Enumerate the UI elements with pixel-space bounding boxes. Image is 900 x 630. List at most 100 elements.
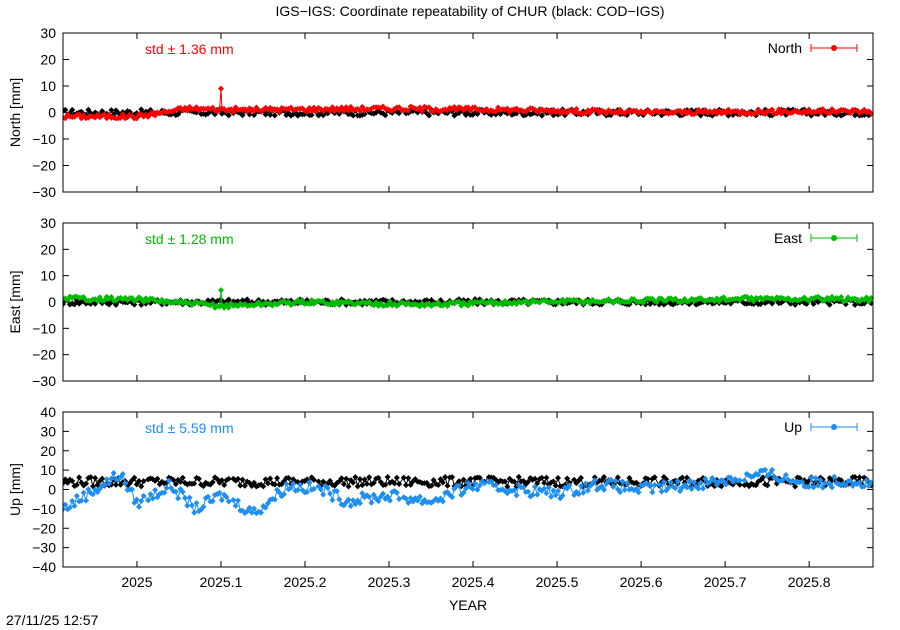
igs-igs-series-point [492,108,499,115]
igs-igs-series-point [660,478,667,485]
igs-igs-series-point [140,492,147,499]
igs-igs-series-point [380,490,387,497]
igs-igs-series-point [333,488,340,495]
igs-igs-series-point [327,490,334,497]
igs-igs-series-point [460,489,467,496]
igs-igs-series-point [665,484,672,491]
cod-igs-series-point [679,474,686,481]
cod-igs-series-point [260,483,267,490]
igs-igs-series-point [817,109,824,116]
y-tick-label: 10 [40,268,56,284]
panel-3: 40 30 20 10 0 −10 −20 −30 −40 2025 2025.1 2025.2 202… [7,404,874,590]
igs-igs-series-point [612,477,619,484]
cod-igs-series-point [350,479,357,486]
igs-igs-series-point [847,478,854,485]
cod-igs-series-point [234,475,241,482]
y-tick-label: −30 [32,540,56,556]
igs-igs-series-point [94,298,101,305]
cod-igs-series-point [564,475,571,482]
igs-igs-series-point [805,483,812,490]
cod-igs-series-point [400,474,407,481]
igs-igs-series-point [145,497,152,504]
igs-igs-series-point [163,484,170,491]
igs-igs-series-point [817,477,824,484]
igs-igs-series-point [149,495,156,502]
igs-igs-series-point [403,495,410,502]
cod-igs-series-point [361,476,368,483]
igs-igs-series-point [727,474,734,481]
cod-igs-series-point [467,475,474,482]
igs-igs-series-point [299,297,306,304]
igs-igs-series-point [674,478,681,485]
panel-2: 30 20 10 0 −10 −20 −30 East [mm] std ± 1.28 mm Ea… [7,215,874,389]
igs-igs-series-point [863,477,870,484]
cod-igs-series-point [651,474,658,481]
igs-igs-series-point [106,480,113,487]
igs-igs-series-point [780,476,787,483]
cod-igs-series-point [736,481,743,488]
igs-igs-series-point [534,491,541,498]
igs-igs-series-point [702,475,709,482]
igs-igs-series-point [812,475,819,482]
igs-igs-series-point [711,477,718,484]
cod-igs-series-point [112,481,119,488]
igs-igs-series-point [856,479,863,486]
cod-igs-series-point [83,480,90,487]
y-axis-label: North [mm] [7,78,23,147]
igs-igs-series-point [769,106,776,113]
cod-igs-series-point [405,475,412,482]
cod-igs-series-point [135,477,142,484]
panels: 30 20 10 0 −10 −20 −30 North [mm] std ± 1.36 mm N… [7,25,874,590]
igs-igs-series-point [741,477,748,484]
igs-igs-series-point [439,498,446,505]
igs-igs-series-point [359,490,366,497]
igs-igs-series-point [133,496,140,503]
igs-igs-series-point [63,501,69,508]
igs-igs-series-point [64,297,71,304]
igs-igs-series-point [863,294,870,301]
igs-igs-series-point [175,495,182,502]
igs-igs-series-point [287,484,294,491]
igs-igs-series-point [225,304,232,311]
y-tick-label: −30 [32,373,56,389]
cod-igs-series-point [382,112,389,119]
igs-igs-series-point [828,484,835,491]
igs-igs-series-point [69,498,76,505]
cod-igs-series-point [370,479,377,486]
legend-marker [831,45,837,51]
cod-igs-series-point [384,474,391,481]
igs-igs-series-point [822,480,829,487]
igs-igs-series-point [706,478,713,485]
igs-igs-series-point [119,111,126,118]
cod-igs-series-point [94,482,101,489]
cod-igs-series-point [131,301,138,308]
igs-igs-series-point [462,485,469,492]
cod-igs-series-point [170,476,177,483]
igs-igs-series-point [559,492,566,499]
cod-igs-series-point [426,112,433,119]
cod-igs-series-point [449,474,456,481]
igs-igs-series-point [103,476,110,483]
igs-igs-series-point [396,496,403,503]
igs-igs-series-point [769,466,776,473]
igs-igs-series-point [230,496,237,503]
plot-frame [62,411,874,568]
igs-igs-series-point [297,481,304,488]
y-tick-label: 30 [40,423,56,439]
igs-igs-series-point [108,294,115,301]
y-tick-label: 10 [40,78,56,94]
igs-igs-series-point [356,500,363,507]
igs-igs-series-point [172,488,179,495]
cod-igs-series-point [515,473,522,480]
igs-igs-series-point [232,502,239,509]
igs-igs-series-point [80,489,87,496]
igs-igs-series-point [193,499,200,506]
igs-igs-series-point [375,498,382,505]
igs-igs-series-point [591,477,598,484]
cod-igs-series-point [63,476,69,483]
igs-igs-series-point [133,115,140,122]
igs-igs-series-point [529,492,536,499]
cod-igs-series-point [366,474,373,481]
igs-igs-series-point [191,509,198,516]
igs-igs-series-point [384,493,391,500]
